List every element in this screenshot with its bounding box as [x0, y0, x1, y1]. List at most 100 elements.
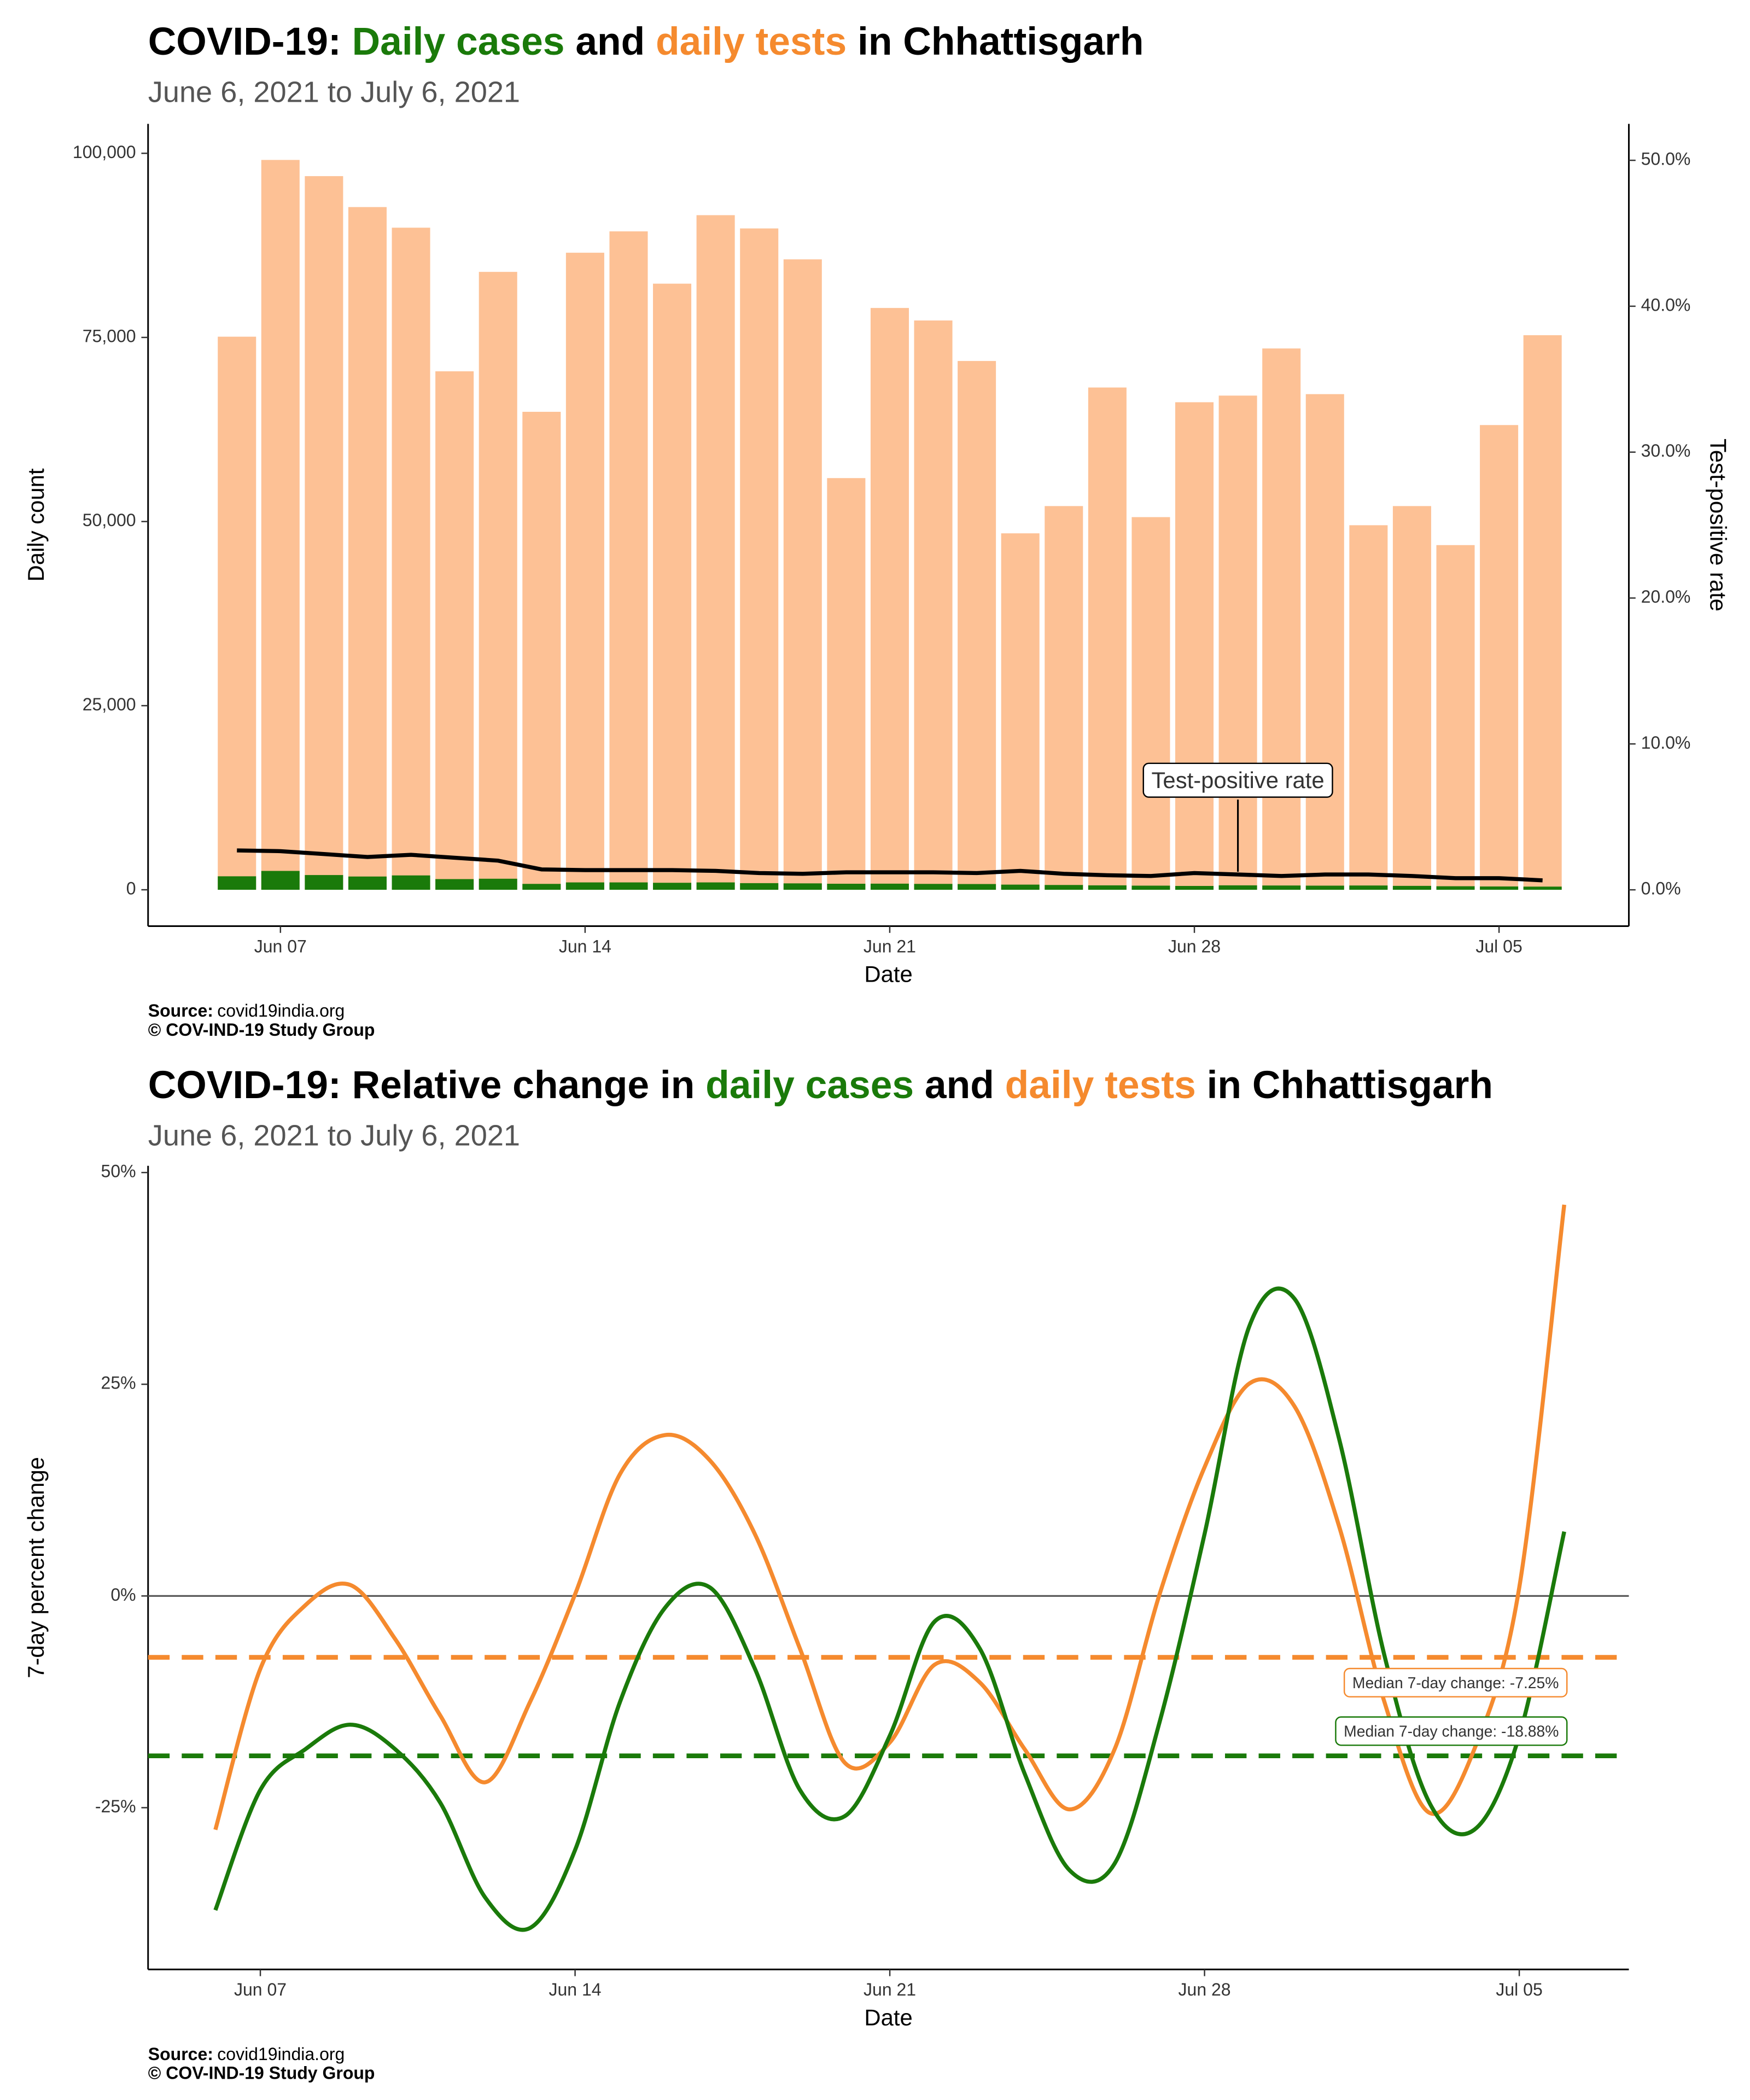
bar [479, 878, 517, 890]
bar [1001, 533, 1040, 890]
bar [740, 228, 779, 890]
bar [740, 883, 779, 890]
x-tick-label: Jun 21 [864, 936, 916, 956]
bar [958, 884, 996, 890]
bar [696, 882, 735, 890]
y-axis-title: 7-day percent change [23, 1457, 49, 1678]
bar [522, 412, 561, 890]
bar [1131, 885, 1170, 890]
bar [261, 160, 300, 890]
bar [435, 371, 474, 890]
chart-title: COVID-19: Daily cases and daily tests in… [148, 20, 1144, 63]
bar [348, 207, 387, 890]
title-part: in Chhattisgarh [847, 20, 1144, 63]
bar [218, 336, 256, 890]
bar [392, 875, 430, 890]
line [213, 1286, 1566, 1932]
y-axis-title: Daily count [23, 468, 49, 581]
bar [1262, 348, 1301, 890]
bar [653, 883, 692, 890]
bar [1305, 394, 1344, 890]
x-tick-label: Jul 05 [1496, 1980, 1542, 1999]
copyright: © COV-IND-19 Study Group [148, 2063, 375, 2083]
chart-title: COVID-19: Relative change in daily cases… [148, 1063, 1493, 1107]
line [213, 1204, 1566, 1830]
bar [1218, 885, 1257, 890]
y-tick-label: 25% [101, 1373, 136, 1393]
median-label-box [1335, 1716, 1568, 1746]
bar [565, 253, 604, 890]
annotation-box [1142, 762, 1333, 798]
y-tick-label: 100,000 [73, 142, 136, 162]
title-part: daily tests [656, 20, 847, 63]
bar [914, 320, 953, 890]
median-label-text: Median 7-day change: -18.88% [1344, 1722, 1559, 1740]
bar [870, 883, 909, 890]
bar [1392, 506, 1431, 890]
source-label: Source: [148, 2044, 213, 2064]
bar [1262, 885, 1301, 890]
y2-axis-title: Test-positive rate [1705, 439, 1731, 611]
x-tick-label: Jun 28 [1179, 1980, 1231, 1999]
x-tick-label: Jun 14 [549, 1980, 602, 1999]
bar [1045, 506, 1083, 890]
annotation-text: Test-positive rate [1152, 767, 1325, 793]
x-tick-label: Jul 05 [1475, 936, 1522, 956]
y2-tick-label: 40.0% [1641, 295, 1691, 314]
bar [914, 884, 953, 890]
bar [1001, 884, 1040, 890]
bar [1392, 885, 1431, 890]
y-tick-label: 75,000 [83, 326, 136, 346]
x-axis-title: Date [864, 961, 912, 987]
bar [479, 272, 517, 890]
y-tick-label: 50% [101, 1162, 136, 1181]
bar [653, 283, 692, 890]
chart-subtitle: June 6, 2021 to July 6, 2021 [148, 76, 520, 109]
title-part: and [914, 1063, 1005, 1107]
bar [1349, 525, 1388, 890]
y-tick-label: 50,000 [83, 510, 136, 530]
bar [1523, 335, 1562, 890]
bar [1480, 425, 1519, 890]
title-part: daily tests [1005, 1063, 1196, 1107]
y-tick-label: 0% [110, 1585, 136, 1605]
bar [1088, 885, 1127, 890]
bar [827, 883, 866, 890]
bar [392, 228, 430, 890]
bar [1305, 885, 1344, 890]
y2-tick-label: 10.0% [1641, 733, 1691, 752]
bar [783, 883, 822, 890]
y-tick-label: 0 [126, 878, 136, 898]
bar [1436, 545, 1475, 890]
bar [1045, 885, 1083, 890]
y-tick-label: -25% [95, 1796, 136, 1816]
bar [1088, 387, 1127, 890]
bar [218, 876, 256, 890]
bar [783, 259, 822, 890]
annotation: Test-positive rate [1142, 762, 1333, 798]
x-tick-label: Jun 14 [559, 936, 611, 956]
bar [261, 871, 300, 890]
x-tick-label: Jun 28 [1168, 936, 1221, 956]
title-part: Daily cases [352, 20, 565, 63]
bar [348, 876, 387, 890]
bar [1175, 402, 1214, 890]
bar [305, 176, 343, 890]
bar [609, 882, 648, 890]
bar [1175, 886, 1214, 890]
bar [522, 884, 561, 890]
source-text: covid19india.org [217, 2044, 345, 2064]
title-part: COVID-19: [148, 20, 352, 63]
source: Source: covid19india.org [148, 1001, 345, 1021]
median-label: Median 7-day change: -18.88% [1335, 1716, 1568, 1746]
bar [435, 879, 474, 890]
title-part: COVID-19: Relative change in [148, 1063, 705, 1107]
bar [1480, 886, 1519, 890]
copyright: © COV-IND-19 Study Group [148, 1020, 375, 1040]
median-label: Median 7-day change: -7.25% [1343, 1667, 1568, 1698]
bar [1131, 517, 1170, 890]
source-label: Source: [148, 1001, 213, 1021]
y2-tick-label: 0.0% [1641, 879, 1681, 899]
x-tick-label: Jun 07 [254, 936, 307, 956]
